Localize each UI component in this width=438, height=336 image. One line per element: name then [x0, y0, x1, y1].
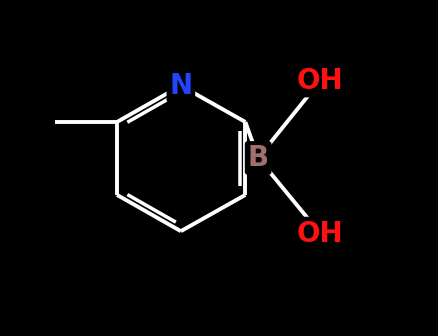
Text: OH: OH: [297, 219, 343, 248]
Text: OH: OH: [297, 67, 343, 95]
Text: B: B: [247, 144, 268, 172]
Text: N: N: [169, 72, 192, 100]
